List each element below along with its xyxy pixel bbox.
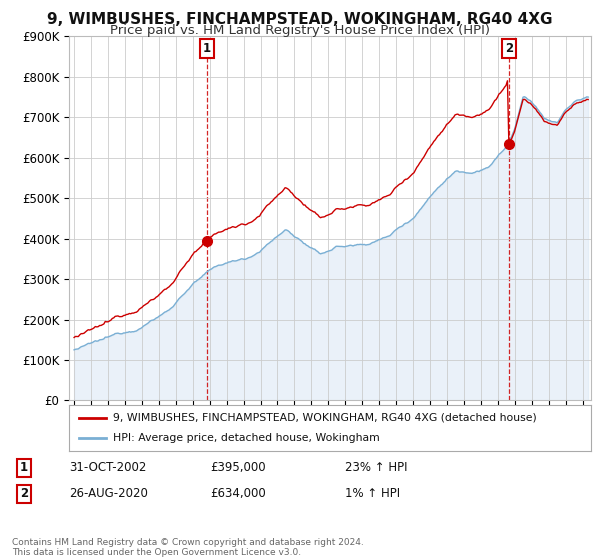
Text: 9, WIMBUSHES, FINCHAMPSTEAD, WOKINGHAM, RG40 4XG: 9, WIMBUSHES, FINCHAMPSTEAD, WOKINGHAM, …	[47, 12, 553, 27]
Text: 9, WIMBUSHES, FINCHAMPSTEAD, WOKINGHAM, RG40 4XG (detached house): 9, WIMBUSHES, FINCHAMPSTEAD, WOKINGHAM, …	[113, 413, 537, 423]
Text: 26-AUG-2020: 26-AUG-2020	[69, 487, 148, 501]
Text: 1% ↑ HPI: 1% ↑ HPI	[345, 487, 400, 501]
Text: 1: 1	[20, 461, 28, 474]
Text: 23% ↑ HPI: 23% ↑ HPI	[345, 461, 407, 474]
Text: £395,000: £395,000	[210, 461, 266, 474]
Text: HPI: Average price, detached house, Wokingham: HPI: Average price, detached house, Woki…	[113, 433, 380, 443]
Text: £634,000: £634,000	[210, 487, 266, 501]
Text: 2: 2	[505, 42, 513, 55]
Text: 31-OCT-2002: 31-OCT-2002	[69, 461, 146, 474]
Text: Contains HM Land Registry data © Crown copyright and database right 2024.
This d: Contains HM Land Registry data © Crown c…	[12, 538, 364, 557]
Text: Price paid vs. HM Land Registry's House Price Index (HPI): Price paid vs. HM Land Registry's House …	[110, 24, 490, 36]
Text: 2: 2	[20, 487, 28, 501]
Text: 1: 1	[203, 42, 211, 55]
